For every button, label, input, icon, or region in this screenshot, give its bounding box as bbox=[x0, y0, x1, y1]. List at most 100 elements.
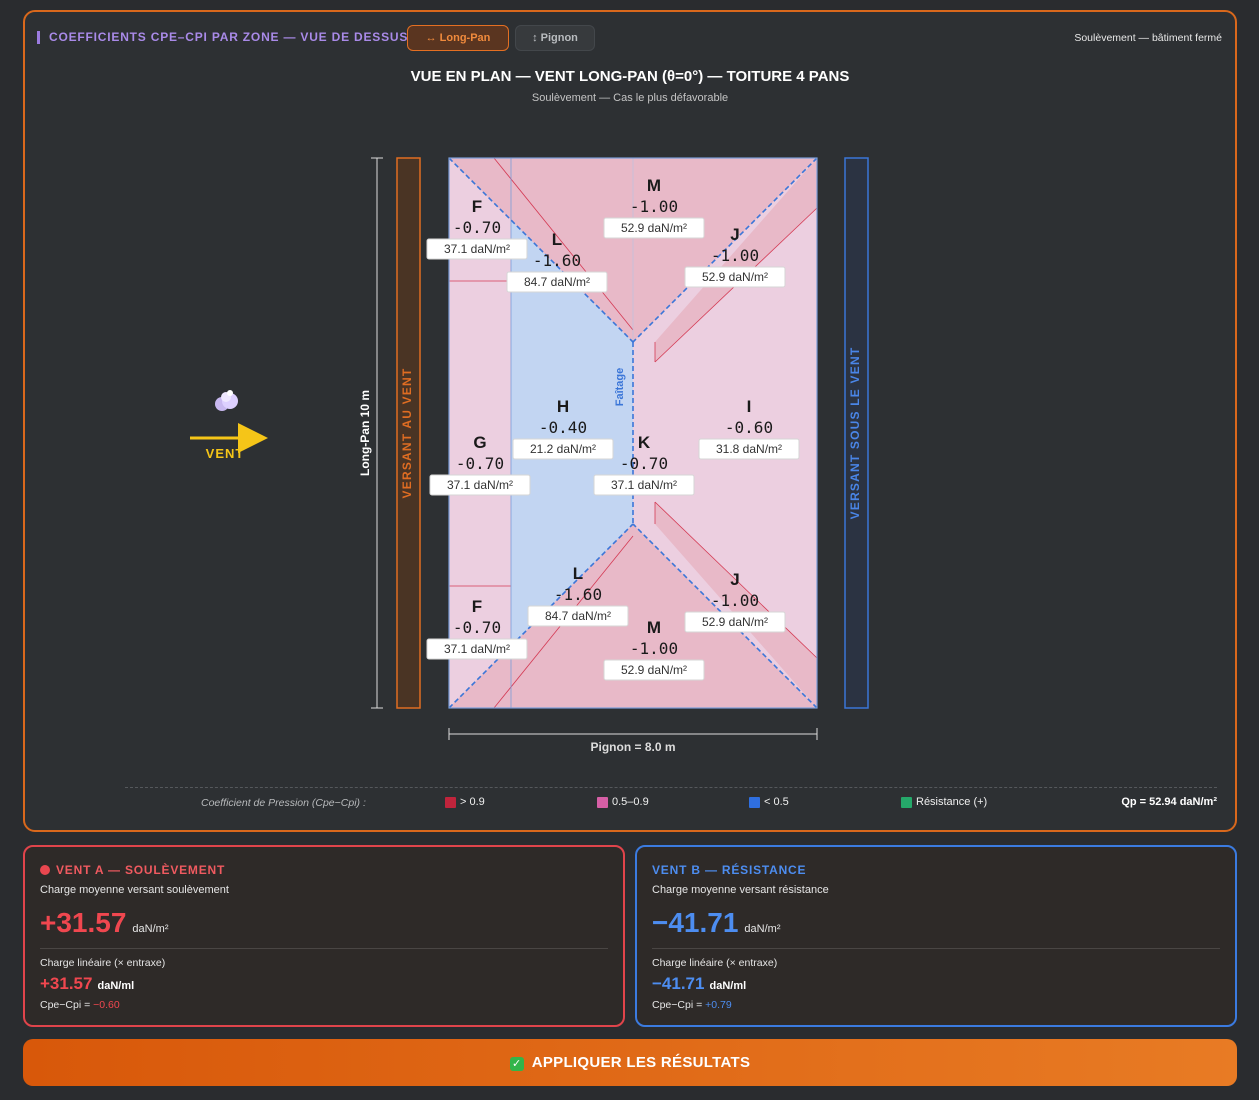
zone-pressure-box bbox=[429, 474, 531, 496]
uplift-cpe: Cpe−Cpi = −0.60 bbox=[40, 999, 120, 1011]
peak-pressure: Qp = 52.94 daN/m² bbox=[1121, 796, 1217, 808]
zone-id: M bbox=[647, 176, 661, 195]
zone-pressure-box bbox=[603, 659, 705, 681]
zone-pressure-box bbox=[506, 271, 608, 293]
wind-label: VENT bbox=[206, 446, 245, 461]
zone-cpe: -0.70 bbox=[453, 618, 501, 637]
plan-subtitle: Soulèvement — Cas le plus défavorable bbox=[531, 92, 729, 104]
resistance-linear-value: −41.71 daN/ml bbox=[652, 974, 747, 993]
zone-j-label: J -1.00 52.9 daN/m² bbox=[684, 225, 786, 288]
zone-id: J bbox=[730, 225, 739, 244]
zone-pressure-box bbox=[512, 438, 614, 460]
zone-pressure: 37.1 daN/m² bbox=[611, 478, 677, 492]
legend-swatch bbox=[445, 796, 456, 808]
zone-id: I bbox=[747, 397, 752, 416]
roof-plan-diagram: VENT Long-Pan 10 m VERSANT AU VENT VERSA… bbox=[190, 157, 869, 754]
legend-item-low: < 0.5 bbox=[749, 796, 789, 808]
legend-swatch bbox=[749, 796, 760, 808]
zone-id: K bbox=[638, 433, 651, 452]
resistance-card-subtitle: Charge moyenne versant résistance bbox=[652, 884, 829, 896]
check-icon: ✓ bbox=[509, 1057, 524, 1071]
zone-id: F bbox=[472, 597, 482, 616]
zone-pressure-box bbox=[426, 638, 528, 660]
zone-pressure-box bbox=[527, 605, 629, 627]
leeward-label: VERSANT SOUS LE VENT bbox=[848, 347, 862, 520]
zone-id: L bbox=[552, 230, 562, 249]
resistance-value: −41.71 daN/m² bbox=[652, 907, 781, 938]
roof-outline bbox=[448, 157, 818, 709]
wind-icon bbox=[215, 390, 238, 411]
zone-pressure: 52.9 daN/m² bbox=[621, 663, 687, 677]
zone-cpe: -0.40 bbox=[539, 418, 587, 437]
resistance-card-title: VENT B — RÉSISTANCE bbox=[652, 863, 807, 877]
uplift-card: VENT A — SOULÈVEMENT Charge moyenne vers… bbox=[23, 845, 625, 1027]
legend-divider bbox=[125, 787, 1217, 788]
zone-coefficients-panel: COEFFICIENTS CPE–CPI PAR ZONE — VUE DE D… bbox=[23, 10, 1237, 832]
zone-m-label: M -1.00 52.9 daN/m² bbox=[603, 176, 705, 239]
zone-f-label: F -0.70 37.1 daN/m² bbox=[426, 197, 528, 260]
zone-id: G bbox=[473, 433, 486, 452]
zone-pressure-box bbox=[698, 438, 800, 460]
ridge-label: Faîtage bbox=[614, 368, 626, 407]
legend-item-resistance: Résistance (+) bbox=[901, 796, 987, 808]
legend-swatch bbox=[901, 796, 912, 808]
length-label: Long-Pan 10 m bbox=[358, 390, 372, 476]
zone-pressure: 52.9 daN/m² bbox=[621, 221, 687, 235]
zone-pressure-box bbox=[684, 611, 786, 633]
zone-cpe: -1.00 bbox=[630, 197, 678, 216]
zone-pressure: 37.1 daN/m² bbox=[444, 642, 510, 656]
zone-id: J bbox=[730, 570, 739, 589]
zone-pressure-box bbox=[603, 217, 705, 239]
zone-cpe: -1.00 bbox=[711, 246, 759, 265]
zone-pressure-box bbox=[426, 238, 528, 260]
legend-swatch bbox=[597, 796, 608, 808]
zone-pressure: 21.2 daN/m² bbox=[530, 442, 596, 456]
plan-title: VUE EN PLAN — VENT LONG-PAN (θ=0°) — TOI… bbox=[410, 68, 850, 85]
zone-l-label: L -1.60 84.7 daN/m² bbox=[506, 230, 608, 293]
zone-pressure: 31.8 daN/m² bbox=[716, 442, 782, 456]
zone-pressure: 37.1 daN/m² bbox=[444, 242, 510, 256]
uplift-linear-value: +31.57 daN/ml bbox=[40, 974, 135, 993]
uplift-value: +31.57 daN/m² bbox=[40, 907, 169, 938]
zone-g-label: G -0.70 37.1 daN/m² bbox=[429, 433, 531, 496]
resistance-cpe: Cpe−Cpi = +0.79 bbox=[652, 999, 732, 1011]
case-label: Soulèvement — bâtiment fermé bbox=[1074, 32, 1222, 44]
legend-item-high: > 0.9 bbox=[445, 796, 485, 808]
uplift-dot-icon bbox=[40, 865, 50, 875]
zone-pressure: 84.7 daN/m² bbox=[524, 275, 590, 289]
tab-pignon[interactable]: ↕ Pignon bbox=[515, 25, 595, 51]
zone-cpe: -0.70 bbox=[456, 454, 504, 473]
zone-cpe: -0.70 bbox=[453, 218, 501, 237]
zone-cpe: -1.60 bbox=[554, 585, 602, 604]
leeward-strip bbox=[844, 157, 869, 709]
zone-pressure: 52.9 daN/m² bbox=[702, 615, 768, 629]
legend-label: Coefficient de Pression (Cpe−Cpi) : bbox=[201, 797, 366, 809]
zone-pressure: 84.7 daN/m² bbox=[545, 609, 611, 623]
resistance-linear-label: Charge linéaire (× entraxe) bbox=[652, 957, 778, 969]
uplift-linear-label: Charge linéaire (× entraxe) bbox=[40, 957, 166, 969]
zone-l-label: L -1.60 84.7 daN/m² bbox=[527, 564, 629, 627]
panel-title: COEFFICIENTS CPE–CPI PAR ZONE — VUE DE D… bbox=[37, 31, 408, 44]
resistance-card: VENT B — RÉSISTANCE Charge moyenne versa… bbox=[635, 845, 1237, 1027]
zone-cpe: -1.60 bbox=[533, 251, 581, 270]
tab-long-pan[interactable]: ↔ Long-Pan bbox=[407, 25, 509, 51]
uplift-card-subtitle: Charge moyenne versant soulèvement bbox=[40, 884, 229, 896]
zone-cpe: -0.70 bbox=[620, 454, 668, 473]
zone-cpe: -0.60 bbox=[725, 418, 773, 437]
windward-label: VERSANT AU VENT bbox=[400, 368, 414, 499]
zone-id: H bbox=[557, 397, 569, 416]
zone-i-label: I -0.60 31.8 daN/m² bbox=[698, 397, 800, 460]
zone-h-label: H -0.40 21.2 daN/m² bbox=[512, 397, 614, 460]
width-label: Pignon = 8.0 m bbox=[590, 740, 675, 754]
zone-labels: F -0.70 37.1 daN/m² M -1.00 52.9 daN/m² L -1.60… bbox=[426, 176, 800, 681]
zone-k-label: K -0.70 37.1 daN/m² bbox=[593, 433, 695, 496]
uplift-card-title: VENT A — SOULÈVEMENT bbox=[40, 863, 225, 877]
zone-m-label: M -1.00 52.9 daN/m² bbox=[603, 618, 705, 681]
apply-results-button[interactable]: ✓ APPLIQUER LES RÉSULTATS bbox=[23, 1039, 1237, 1086]
legend-item-mid: 0.5–0.9 bbox=[597, 796, 649, 808]
zone-pressure-box bbox=[593, 474, 695, 496]
zone-id: M bbox=[647, 618, 661, 637]
zone-id: L bbox=[573, 564, 583, 583]
windward-strip bbox=[396, 157, 421, 709]
zone-pressure: 52.9 daN/m² bbox=[702, 270, 768, 284]
